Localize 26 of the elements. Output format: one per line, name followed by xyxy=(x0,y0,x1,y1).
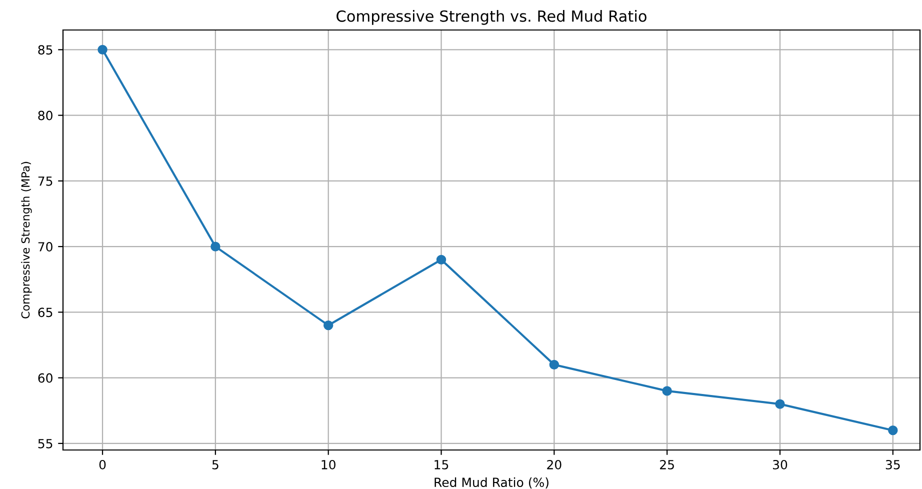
point xyxy=(210,242,220,252)
y-tick-label: 60 xyxy=(38,373,52,383)
point xyxy=(549,360,560,370)
x-axis-title: Red Mud Ratio (%) xyxy=(434,477,548,489)
x-tick-label: 5 xyxy=(212,460,218,470)
y-tick-label: 65 xyxy=(38,308,52,318)
x-tick-label: 20 xyxy=(547,460,562,470)
y-tick-label: 80 xyxy=(38,110,52,120)
x-tick-label: 10 xyxy=(322,460,336,470)
chart-title: Compressive Strength vs. Red Mud Ratio xyxy=(336,10,646,25)
point xyxy=(98,44,108,55)
x-tick-label: 0 xyxy=(99,460,106,470)
y-tick-label: 70 xyxy=(38,242,52,252)
point xyxy=(888,425,898,436)
y-tick-label: 55 xyxy=(38,439,52,448)
point xyxy=(775,399,785,409)
y-tick-label: 85 xyxy=(38,45,52,55)
x-tick-label: 15 xyxy=(434,460,448,470)
point xyxy=(662,386,672,396)
y-axis-title: Compressive Strength (MPa) xyxy=(21,162,32,318)
x-tick-label: 35 xyxy=(886,460,900,470)
y-tick-label: 75 xyxy=(38,176,52,186)
point xyxy=(436,254,446,265)
x-tick-label: 30 xyxy=(772,460,788,470)
x-tick-label: 25 xyxy=(660,460,674,470)
point xyxy=(323,320,334,330)
